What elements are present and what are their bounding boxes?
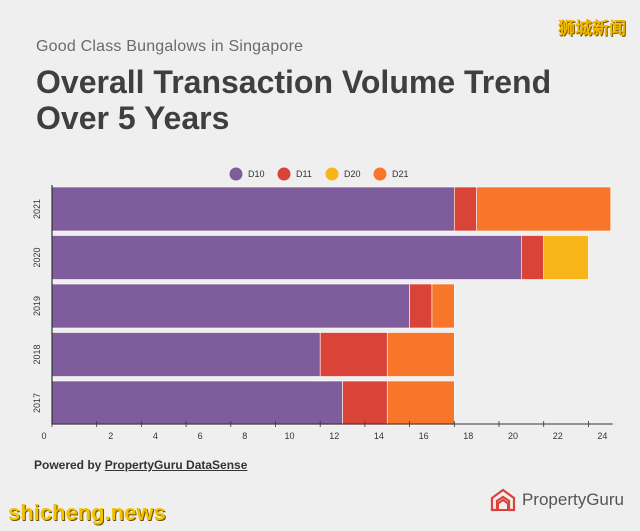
x-tick-label-4: 4 [153,431,158,441]
x-tick-label-20: 20 [508,431,518,441]
y-tick-label-2017: 2017 [32,393,42,413]
y-tick-label-2018: 2018 [32,344,42,364]
chart-title: Overall Transaction Volume Trend Over 5 … [36,64,552,136]
watermark-top: 狮城新闻 [558,19,626,38]
bar-2020-d20 [543,235,589,280]
legend-label-d20: D20 [344,169,361,179]
bar-2017-d11 [342,380,388,426]
powered-by-prefix: Powered by [34,458,105,472]
x-tick-label-16: 16 [419,431,429,441]
brand-logo: PropertyGuru [490,488,624,512]
legend-marker-d10 [229,167,243,181]
x-tick-label-2: 2 [108,431,113,441]
bar-2017-d10 [51,380,343,426]
x-tick-label-14: 14 [374,431,384,441]
bar-2018-d11 [319,332,388,377]
bar-2021-d11 [453,186,477,232]
bar-2017-d21 [386,380,455,426]
x-tick-label-22: 22 [553,431,563,441]
bar-2020-d10 [51,235,522,280]
bar-2018-d21 [386,332,455,377]
brand-name: PropertyGuru [521,490,624,509]
x-tick-label-0: 0 [41,431,46,441]
y-tick-label-2019: 2019 [32,296,42,316]
x-tick-label-12: 12 [329,431,339,441]
bar-2019-d11 [409,283,433,329]
x-tick-label-10: 10 [284,431,294,441]
y-tick-label-2021: 2021 [32,199,42,219]
chart-subtitle: Good Class Bungalows in Singapore [36,38,304,55]
powered-by: Powered by PropertyGuru DataSense [34,458,247,472]
x-tick-label-6: 6 [198,431,203,441]
legend-marker-d21 [373,167,387,181]
legend-label-d11: D11 [296,169,312,179]
legend-label-d21: D21 [392,169,409,179]
legend-label-d10: D10 [248,169,265,179]
x-tick-label-18: 18 [463,431,473,441]
bar-2018-d10 [51,332,321,377]
bar-2021-d10 [51,186,455,232]
watermark-bottom: shicheng.news [8,500,166,525]
legend-marker-d20 [325,167,339,181]
y-tick-label-2020: 2020 [32,247,42,267]
bar-2021-d21 [476,186,612,232]
legend-marker-d11 [277,167,291,181]
datasense-link[interactable]: PropertyGuru DataSense [104,458,248,472]
bar-2019-d21 [431,283,455,329]
propertyguru-icon [490,488,516,512]
x-tick-label-24: 24 [597,431,607,441]
bar-2019-d10 [51,283,410,329]
bar-2020-d11 [521,235,544,280]
x-tick-label-8: 8 [242,431,247,441]
